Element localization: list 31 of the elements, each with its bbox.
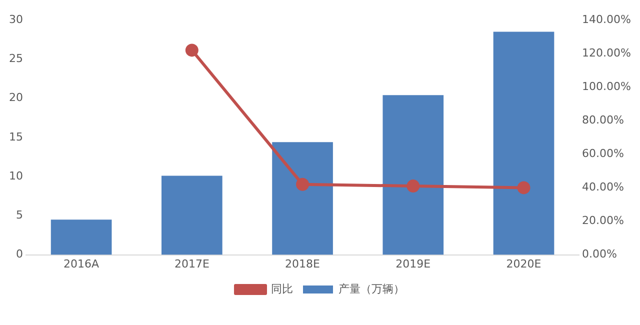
bar (382, 95, 444, 255)
y2-tick-label: 120.00% (582, 46, 632, 60)
bar (161, 176, 222, 255)
legend-label: 产量（万辆） (338, 282, 404, 296)
legend-label: 同比 (271, 282, 293, 296)
point (406, 180, 420, 193)
y2-tick-label: 40.00% (582, 180, 624, 194)
x-tick-label: 2020E (506, 257, 542, 270)
y-tick-label: 20 (8, 91, 23, 104)
y-tick-label: 15 (8, 130, 23, 144)
y-tick-label: 25 (8, 52, 23, 65)
point (185, 44, 198, 57)
x-tick-label: 2019E (396, 257, 431, 270)
y2-tick-label: 80.00% (582, 113, 624, 126)
y-tick-label: 10 (8, 169, 23, 182)
bar (493, 32, 554, 255)
point (296, 178, 310, 191)
bar (272, 142, 333, 255)
x-tick-label: 2018E (285, 257, 320, 270)
y2-tick-label: 20.00% (582, 214, 624, 228)
bar (50, 220, 112, 255)
x-tick-label: 2017E (174, 257, 210, 270)
y2-tick-label: 60.00% (582, 147, 624, 160)
y2-tick-label: 140.00% (582, 12, 632, 26)
y2-tick-label: 0.00% (582, 248, 618, 261)
y2-tick-label: 100.00% (582, 80, 632, 93)
point (517, 181, 530, 194)
y-tick-label: 30 (8, 12, 23, 26)
x-tick-label: 2016A (64, 257, 100, 270)
y-tick-label: 0 (16, 248, 23, 261)
y-tick-label: 5 (16, 208, 23, 222)
